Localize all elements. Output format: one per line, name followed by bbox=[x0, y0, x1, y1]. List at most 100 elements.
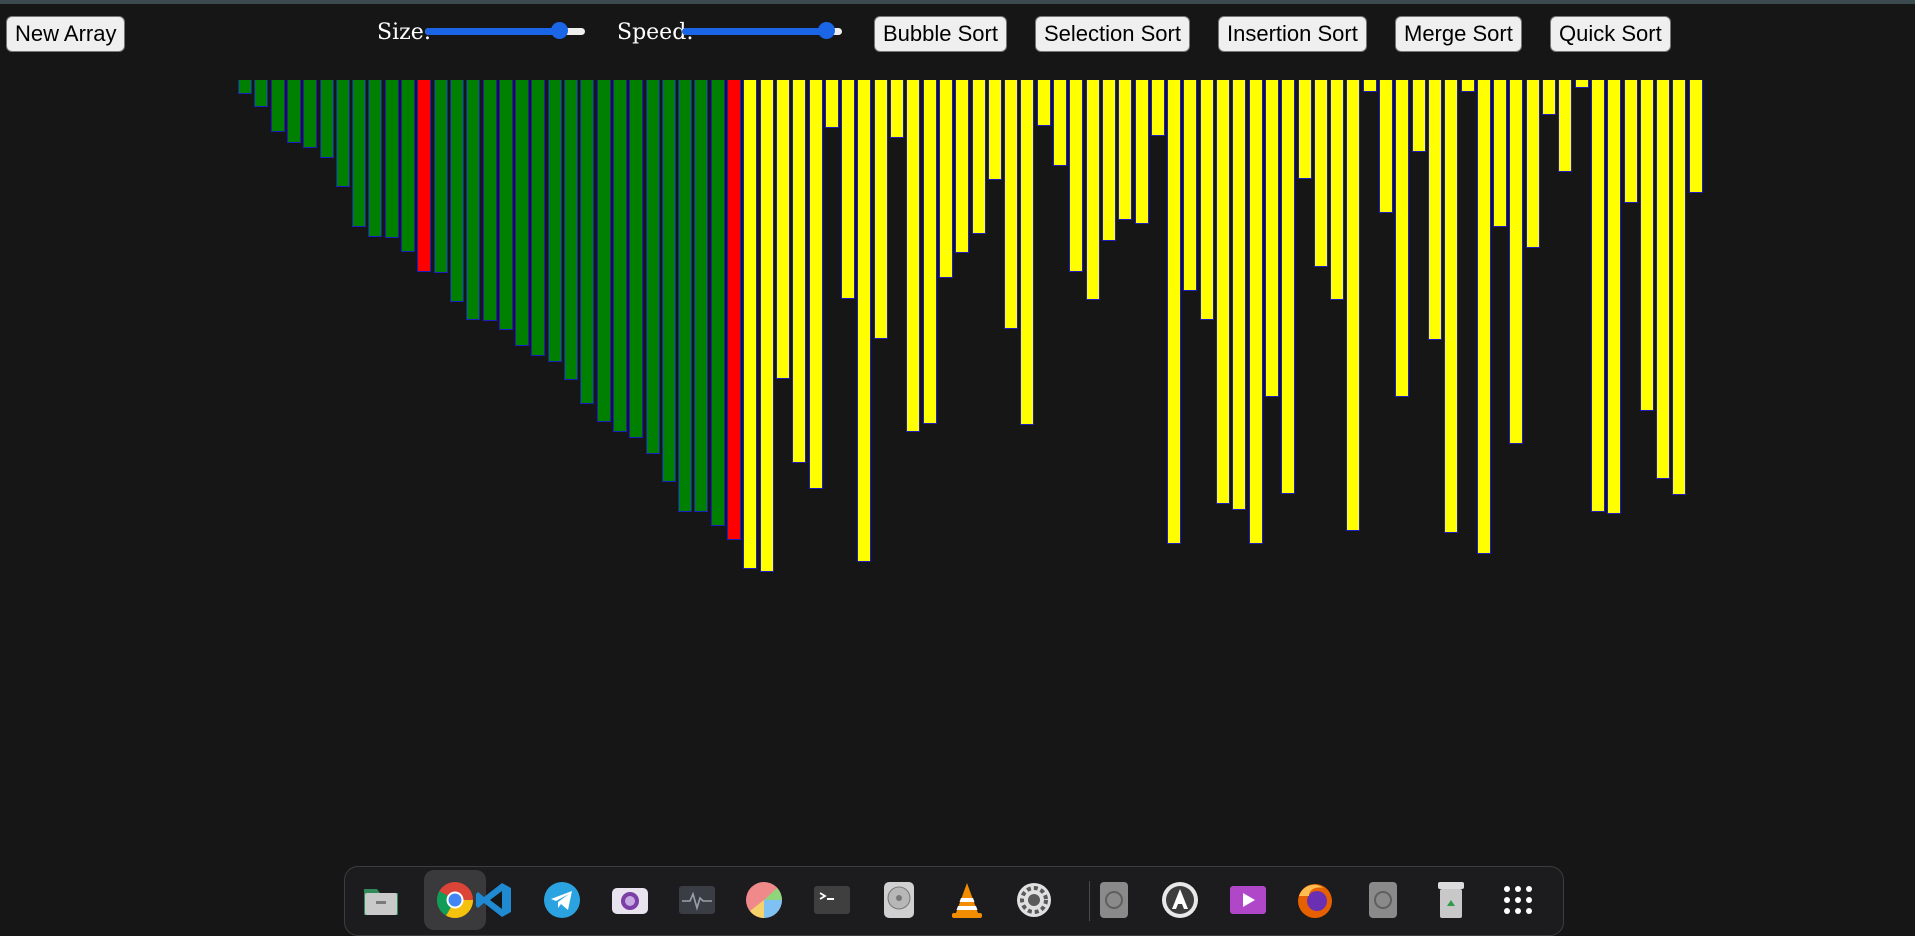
speed-slider[interactable] bbox=[682, 22, 842, 40]
settings-icon[interactable] bbox=[1011, 877, 1057, 923]
speed-slider-thumb[interactable] bbox=[818, 22, 835, 39]
selection-sort-button[interactable]: Selection Sort bbox=[1035, 16, 1190, 52]
array-bar bbox=[1411, 80, 1426, 152]
array-bar bbox=[612, 80, 627, 432]
new-array-button[interactable]: New Array bbox=[6, 16, 126, 52]
screenshot-icon[interactable] bbox=[607, 877, 653, 923]
insertion-sort-button[interactable]: Insertion Sort bbox=[1218, 16, 1367, 52]
array-bars bbox=[238, 80, 1703, 600]
array-bar bbox=[1427, 80, 1442, 340]
array-bar bbox=[1525, 80, 1540, 248]
merge-sort-button[interactable]: Merge Sort bbox=[1395, 16, 1522, 52]
video-player-icon[interactable] bbox=[1225, 877, 1271, 923]
array-bar bbox=[808, 80, 823, 489]
array-bar bbox=[922, 80, 937, 424]
array-bar bbox=[1460, 80, 1475, 92]
array-bar bbox=[1020, 80, 1035, 425]
array-bar bbox=[890, 80, 904, 138]
array-bar bbox=[1118, 80, 1133, 220]
array-bar bbox=[938, 80, 953, 278]
array-bar bbox=[449, 80, 464, 302]
array-bar bbox=[498, 80, 513, 330]
array-bar bbox=[1590, 80, 1605, 512]
array-bar bbox=[1574, 80, 1589, 88]
vlc-icon[interactable] bbox=[944, 877, 990, 923]
array-bar bbox=[873, 80, 888, 339]
drive2-icon[interactable] bbox=[1360, 877, 1406, 923]
array-bar bbox=[775, 80, 790, 379]
array-bar bbox=[857, 80, 872, 562]
speed-label: Speed: bbox=[617, 20, 694, 45]
array-bar bbox=[987, 80, 1002, 180]
array-bar bbox=[319, 80, 334, 158]
system-monitor-icon[interactable] bbox=[674, 877, 720, 923]
array-bar bbox=[1264, 80, 1279, 397]
size-label: Size: bbox=[377, 20, 432, 45]
array-bar bbox=[1607, 80, 1622, 514]
array-bar bbox=[596, 80, 611, 422]
size-slider-track bbox=[425, 28, 585, 35]
array-bar bbox=[1199, 80, 1214, 320]
array-bar bbox=[1297, 80, 1312, 179]
array-bar bbox=[482, 80, 497, 321]
telegram-icon[interactable] bbox=[539, 877, 585, 923]
array-bar bbox=[955, 80, 970, 253]
array-bar bbox=[792, 80, 807, 463]
disk-usage-icon[interactable] bbox=[741, 877, 787, 923]
array-bar bbox=[1248, 80, 1263, 544]
quick-sort-button[interactable]: Quick Sort bbox=[1550, 16, 1671, 52]
array-bar bbox=[1444, 80, 1459, 533]
array-bar bbox=[841, 80, 856, 299]
speed-slider-fill bbox=[682, 28, 826, 35]
array-bar bbox=[1346, 80, 1361, 531]
array-bar bbox=[629, 80, 644, 438]
array-bar bbox=[433, 80, 448, 273]
dock-separator bbox=[1089, 881, 1090, 921]
terminal-icon[interactable] bbox=[809, 877, 855, 923]
chrome-icon[interactable] bbox=[424, 870, 486, 930]
app-grid-icon[interactable] bbox=[1495, 877, 1541, 923]
array-bar bbox=[1085, 80, 1100, 300]
array-bar bbox=[1362, 80, 1377, 92]
size-slider-fill bbox=[425, 28, 560, 35]
array-bar bbox=[1558, 80, 1573, 172]
array-bar bbox=[466, 80, 481, 320]
files-icon[interactable] bbox=[358, 877, 404, 923]
array-bar bbox=[238, 80, 252, 94]
array-bar bbox=[1379, 80, 1393, 213]
array-bar bbox=[661, 80, 676, 482]
array-bar bbox=[1313, 80, 1328, 267]
drive-icon[interactable] bbox=[1091, 877, 1137, 923]
array-bar bbox=[286, 80, 301, 143]
array-bar bbox=[645, 80, 660, 454]
firefox-icon[interactable] bbox=[1292, 877, 1338, 923]
disks-icon[interactable] bbox=[876, 877, 922, 923]
array-bar bbox=[694, 80, 709, 512]
array-bar bbox=[971, 80, 986, 234]
array-bar bbox=[1542, 80, 1556, 115]
array-bar bbox=[401, 80, 415, 252]
array-bar bbox=[1101, 80, 1116, 241]
array-bar bbox=[335, 80, 350, 187]
vscode-icon[interactable] bbox=[471, 877, 517, 923]
array-bar bbox=[1053, 80, 1067, 166]
array-bar bbox=[1232, 80, 1247, 510]
array-bar bbox=[1476, 80, 1491, 554]
array-bar bbox=[564, 80, 578, 380]
array-bar bbox=[1330, 80, 1345, 300]
array-bar bbox=[303, 80, 318, 148]
size-slider[interactable] bbox=[425, 22, 585, 40]
array-bar bbox=[727, 80, 741, 540]
array-bar bbox=[824, 80, 839, 128]
speed-slider-track bbox=[682, 28, 842, 35]
trash-icon[interactable] bbox=[1428, 877, 1474, 923]
array-bar bbox=[1639, 80, 1654, 411]
array-bar bbox=[368, 80, 383, 237]
array-bar bbox=[417, 80, 432, 272]
array-bar bbox=[1134, 80, 1149, 224]
array-bar bbox=[1672, 80, 1687, 495]
size-slider-thumb[interactable] bbox=[551, 22, 569, 39]
bubble-sort-button[interactable]: Bubble Sort bbox=[874, 16, 1007, 52]
array-bar bbox=[531, 80, 546, 356]
software-updater-icon[interactable] bbox=[1157, 877, 1203, 923]
